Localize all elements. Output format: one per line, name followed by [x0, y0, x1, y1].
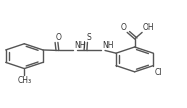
Text: Cl: Cl: [155, 68, 162, 77]
Text: O: O: [56, 33, 62, 42]
Text: NH: NH: [102, 41, 113, 50]
Text: S: S: [86, 33, 91, 42]
Text: NH: NH: [74, 41, 85, 50]
Text: CH₃: CH₃: [17, 76, 31, 85]
Text: OH: OH: [143, 23, 155, 32]
Text: O: O: [120, 23, 126, 32]
